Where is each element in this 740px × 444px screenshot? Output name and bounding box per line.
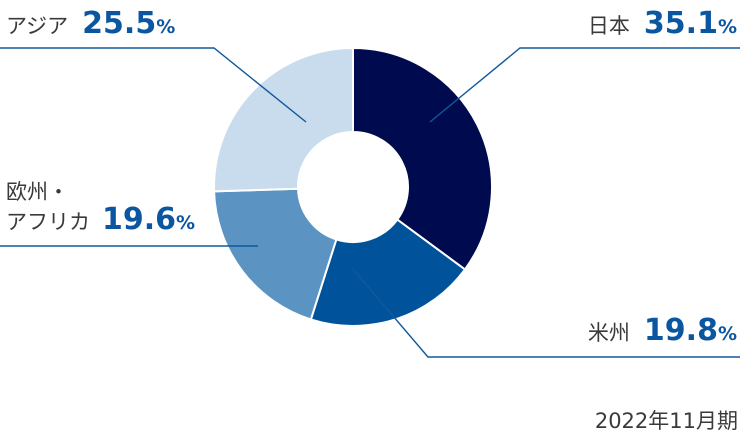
slice-asia: [213, 46, 354, 193]
slice-label-europe-line2: アフリカ: [6, 210, 90, 234]
slice-value-asia: 25.5: [82, 6, 156, 41]
unit-americas: %: [718, 323, 737, 345]
label-americas: 米州 19.8%: [351, 267, 740, 358]
slice-value-americas: 19.8: [644, 313, 718, 348]
slice-value-europe-africa: 19.6: [102, 202, 176, 237]
slice-americas: [309, 218, 467, 327]
slice-label-japan: 日本: [588, 14, 630, 38]
label-japan: 日本 35.1%: [429, 6, 740, 123]
unit-asia: %: [156, 16, 175, 38]
label-europe-africa: 欧州・ アフリカ 19.6%: [0, 180, 258, 247]
slice-japan: [352, 46, 493, 271]
slice-label-asia: アジア: [6, 14, 68, 38]
slice-value-japan: 35.1: [644, 6, 718, 41]
slice-label-americas: 米州: [588, 321, 630, 345]
period-note: 2022年11月期: [594, 409, 738, 433]
leader-line-americas: [351, 267, 740, 358]
slice-europe-africa: [213, 187, 338, 321]
label-asia: アジア 25.5%: [0, 6, 307, 123]
slice-label-europe-line1: 欧州・: [6, 180, 69, 204]
leader-line-asia: [0, 47, 307, 123]
donut-slices: [213, 46, 493, 327]
leader-line-japan: [429, 47, 740, 123]
unit-europe-africa: %: [176, 212, 195, 234]
unit-japan: %: [718, 16, 737, 38]
